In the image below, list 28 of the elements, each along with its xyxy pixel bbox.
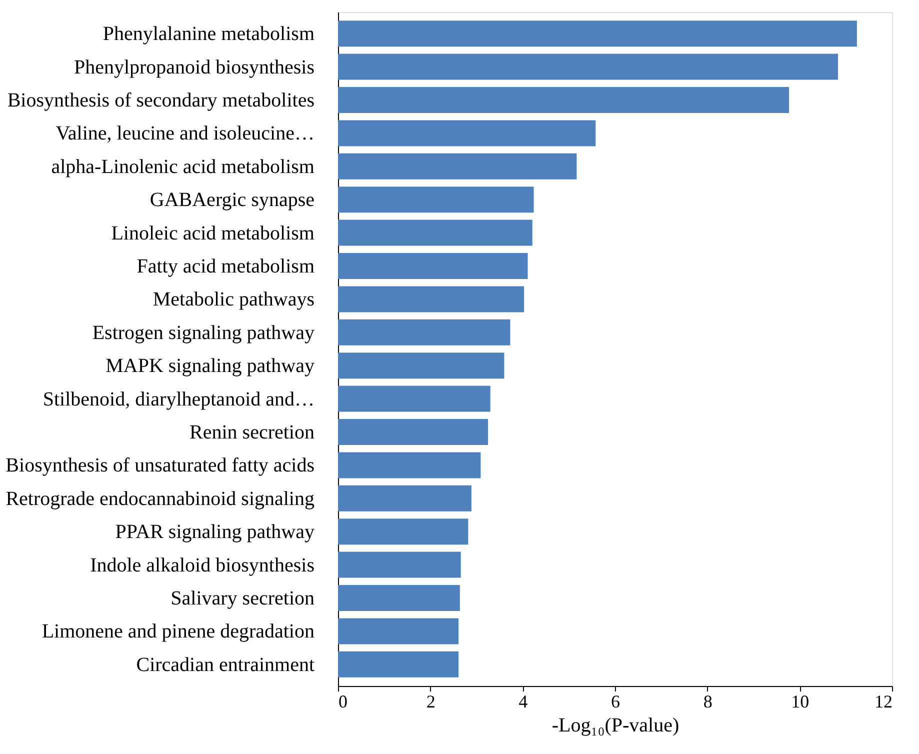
y-tick-label: alpha-Linolenic acid metabolism <box>51 156 315 178</box>
y-tick-label: Phenylpropanoid biosynthesis <box>74 56 315 78</box>
x-axis-title: -Log₁₀(P-value) <box>552 714 680 736</box>
y-tick-label: PPAR signaling pathway <box>115 521 314 544</box>
y-tick-label: Linoleic acid metabolism <box>111 222 315 244</box>
y-tick-label: Estrogen signaling pathway <box>92 322 314 344</box>
y-tick-label: Phenylalanine metabolism <box>102 23 315 46</box>
y-tick-label: Valine, leucine and isoleucine… <box>56 122 314 145</box>
y-tick-label: Circadian entrainment <box>136 654 315 676</box>
y-tick-label: Indole alkaloid biosynthesis <box>90 554 315 576</box>
y-tick-label: Limonene and pinene degradation <box>42 620 314 643</box>
y-tick-label: Stilbenoid, diarylheptanoid and… <box>42 388 314 410</box>
y-tick-label: MAPK signaling pathway <box>106 355 314 378</box>
y-tick-label: Metabolic pathways <box>152 288 315 311</box>
y-tick-label: GABAergic synapse <box>150 189 315 212</box>
y-tick-label: Biosynthesis of secondary metabolites <box>7 90 315 112</box>
y-tick-label: Retrograde endocannabinoid signaling <box>6 488 314 510</box>
y-tick-label: Biosynthesis of unsaturated fatty acids <box>6 454 315 477</box>
x-tick-label: 10 <box>791 692 810 712</box>
x-tick-label: 8 <box>703 692 712 712</box>
x-tick-label: 0 <box>338 692 348 712</box>
x-tick-label: 2 <box>426 692 436 712</box>
x-tick-label: 4 <box>518 692 528 712</box>
x-tick-label: 6 <box>611 692 620 712</box>
y-tick-label: Renin secretion <box>190 422 314 444</box>
y-tick-label: Fatty acid metabolism <box>136 256 315 278</box>
x-tick-label: 12 <box>874 692 892 712</box>
y-tick-label: Salivary secretion <box>170 588 314 610</box>
